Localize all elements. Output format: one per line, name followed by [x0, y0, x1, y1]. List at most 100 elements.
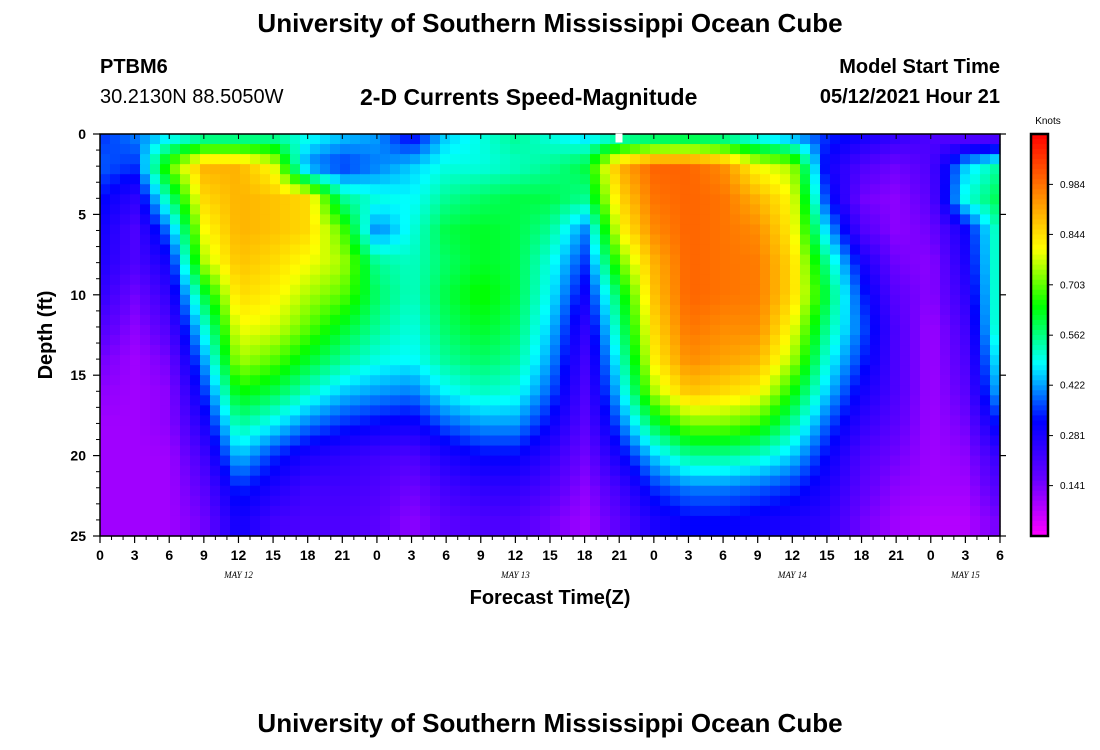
heatmap-cell	[240, 294, 251, 306]
heatmap-cell	[780, 204, 791, 215]
heatmap-cell	[200, 184, 211, 195]
heatmap-cell	[680, 365, 691, 376]
heatmap-cell	[210, 415, 221, 427]
heatmap-cell	[700, 244, 711, 256]
heatmap-cell	[410, 304, 421, 316]
heatmap-cell	[400, 264, 411, 276]
heatmap-cell	[260, 485, 271, 497]
heatmap-cell	[570, 264, 581, 276]
colorbar-cell	[1031, 154, 1048, 160]
heatmap-cell	[800, 355, 811, 366]
heatmap-cell	[410, 445, 421, 457]
heatmap-cell	[910, 154, 921, 165]
heatmap-cell	[240, 194, 251, 205]
heatmap-cell	[170, 274, 181, 286]
heatmap-cell	[220, 214, 231, 226]
heatmap-cell	[210, 385, 221, 396]
heatmap-cell	[250, 264, 261, 276]
heatmap-cell	[300, 254, 311, 266]
heatmap-cell	[790, 375, 801, 386]
heatmap-cell	[990, 194, 1001, 205]
heatmap-cell	[770, 204, 781, 215]
heatmap-cell	[810, 214, 821, 226]
heatmap-cell	[400, 254, 411, 266]
heatmap-cell	[570, 274, 581, 286]
colorbar-cell	[1031, 139, 1048, 145]
heatmap-cell	[220, 445, 231, 457]
heatmap-cell	[590, 274, 601, 286]
heatmap-cell	[960, 234, 971, 246]
heatmap-cell	[290, 495, 301, 507]
heatmap-cell	[250, 435, 261, 447]
heatmap-cell	[160, 304, 171, 316]
heatmap-cell	[850, 154, 861, 165]
heatmap-cell	[830, 505, 841, 517]
heatmap-cell	[870, 465, 881, 477]
heatmap-cell	[860, 154, 871, 165]
heatmap-cell	[200, 194, 211, 205]
heatmap-cell	[840, 184, 851, 195]
heatmap-cell	[120, 365, 131, 376]
heatmap-cell	[470, 304, 481, 316]
heatmap-cell	[360, 214, 371, 226]
heatmap-cell	[400, 224, 411, 236]
heatmap-cell	[740, 435, 751, 447]
heatmap-cell	[340, 445, 351, 457]
heatmap-cell	[680, 445, 691, 457]
heatmap-cell	[830, 525, 841, 537]
heatmap-cell	[580, 204, 591, 215]
heatmap-cell	[380, 435, 391, 447]
heatmap-cell	[470, 405, 481, 416]
heatmap-cell	[580, 284, 591, 296]
heatmap-cell	[680, 405, 691, 416]
heatmap-cell	[420, 505, 431, 517]
heatmap-cell	[360, 194, 371, 205]
heatmap-cell	[230, 335, 241, 346]
heatmap-cell	[480, 164, 491, 175]
heatmap-cell	[510, 314, 521, 326]
heatmap-cell	[450, 324, 461, 336]
colorbar-cell	[1031, 370, 1048, 376]
heatmap-cell	[900, 264, 911, 276]
heatmap-cell	[530, 134, 541, 145]
heatmap-cell	[980, 314, 991, 326]
heatmap-cell	[500, 224, 511, 236]
heatmap-cell	[370, 314, 381, 326]
heatmap-cell	[930, 365, 941, 376]
heatmap-cell	[560, 505, 571, 517]
heatmap-cell	[990, 495, 1001, 507]
heatmap-cell	[920, 224, 931, 236]
heatmap-cell	[510, 224, 521, 236]
heatmap-cell	[870, 405, 881, 416]
heatmap-cell	[800, 324, 811, 336]
heatmap-cell	[920, 455, 931, 467]
heatmap-cell	[180, 234, 191, 246]
heatmap-cell	[180, 174, 191, 185]
heatmap-cell	[880, 405, 891, 416]
heatmap-cell	[420, 455, 431, 467]
heatmap-cell	[620, 254, 631, 266]
heatmap-cell	[340, 525, 351, 537]
heatmap-cell	[940, 405, 951, 416]
heatmap-cell	[210, 184, 221, 195]
heatmap-cell	[180, 184, 191, 195]
heatmap-cell	[320, 395, 331, 406]
heatmap-cell	[110, 204, 121, 215]
heatmap-cell	[870, 365, 881, 376]
heatmap-cell	[460, 525, 471, 537]
heatmap-cell	[750, 425, 761, 437]
heatmap-cell	[670, 244, 681, 256]
heatmap-cell	[980, 274, 991, 286]
heatmap-cell	[150, 445, 161, 457]
heatmap-cell	[440, 224, 451, 236]
heatmap-cell	[370, 395, 381, 406]
heatmap-cell	[660, 214, 671, 226]
heatmap-cell	[630, 204, 641, 215]
heatmap-cell	[260, 515, 271, 527]
heatmap-cell	[790, 294, 801, 306]
heatmap-cell	[870, 164, 881, 175]
heatmap-cell	[400, 304, 411, 316]
heatmap-cell	[690, 485, 701, 497]
heatmap-cell	[700, 164, 711, 175]
heatmap-cell	[210, 445, 221, 457]
